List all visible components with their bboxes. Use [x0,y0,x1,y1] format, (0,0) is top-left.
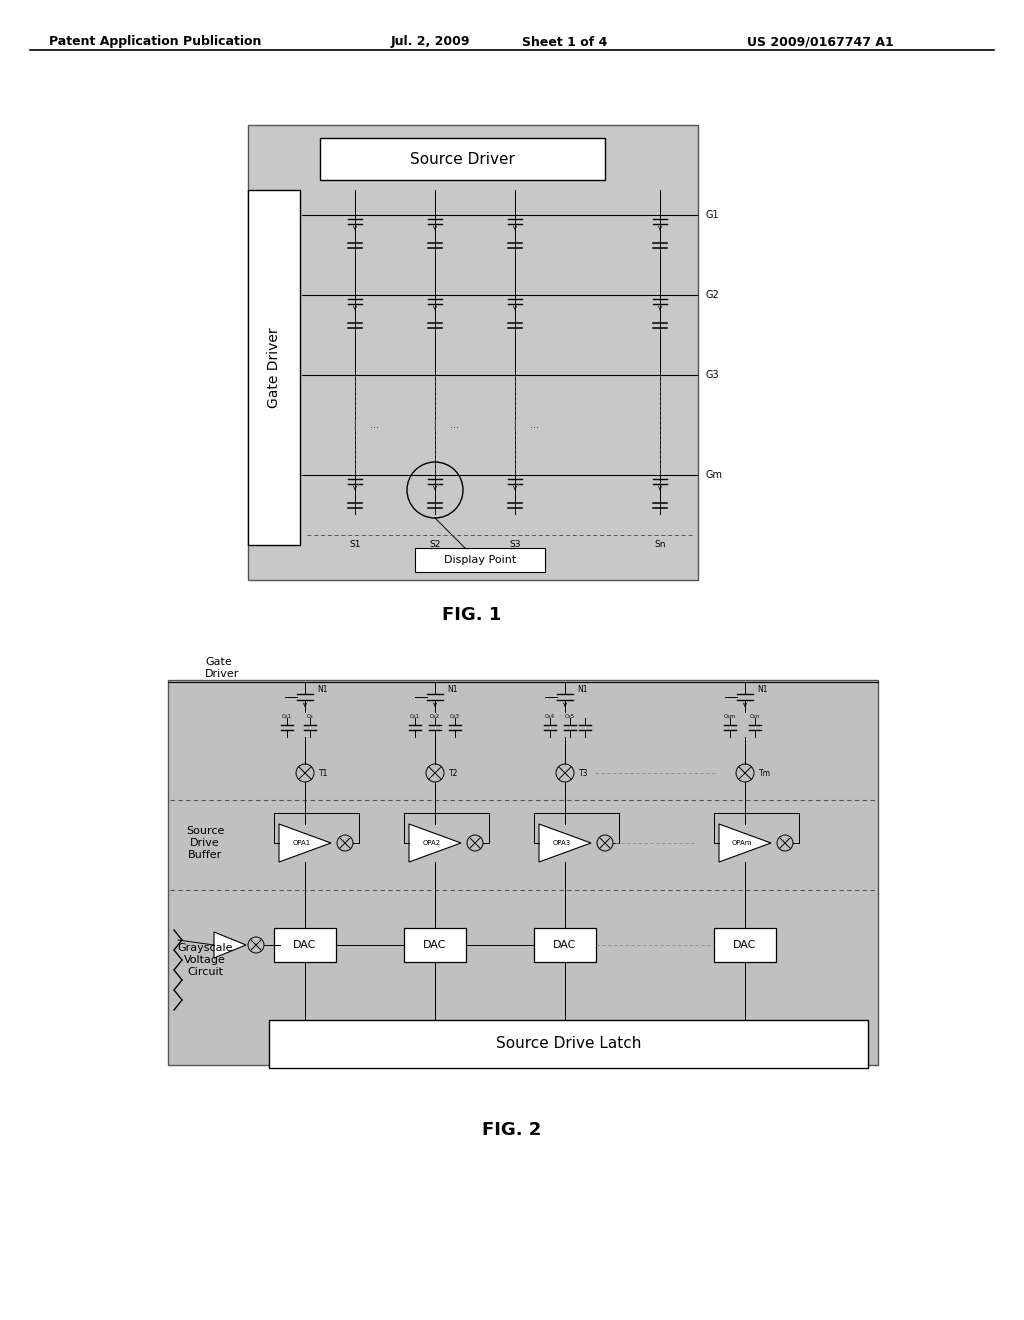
Bar [248,190,300,545]
Text: Cs4: Cs4 [545,714,555,719]
Text: G1: G1 [705,210,719,220]
Text: N1: N1 [317,685,328,694]
Text: G3: G3 [705,370,719,380]
Text: N1: N1 [577,685,588,694]
Text: DAC: DAC [733,940,757,950]
Text: Gate
Driver: Gate Driver [205,657,240,678]
Text: DAC: DAC [423,940,446,950]
Text: Sn: Sn [654,540,666,549]
Polygon shape [409,824,461,862]
Text: FIG. 2: FIG. 2 [482,1121,542,1139]
Text: DAC: DAC [553,940,577,950]
Text: :: : [513,418,517,432]
Polygon shape [539,824,591,862]
Bar [534,928,596,962]
Bar [248,125,698,579]
Text: Sheet 1 of 4: Sheet 1 of 4 [522,36,607,49]
Text: Jul. 2, 2009: Jul. 2, 2009 [390,36,470,49]
Bar [714,928,776,962]
Text: Source Drive Latch: Source Drive Latch [496,1036,641,1052]
Text: T3: T3 [579,768,589,777]
Text: Csn: Csn [750,714,760,719]
Text: Cs1: Cs1 [410,714,420,719]
Text: S2: S2 [429,540,440,549]
Text: Cs5: Cs5 [565,714,575,719]
Text: T1: T1 [319,768,329,777]
Text: Cs2: Cs2 [430,714,440,719]
Text: S3: S3 [509,540,521,549]
Bar [404,928,466,962]
Text: G2: G2 [705,290,719,300]
Polygon shape [214,932,246,958]
Bar [319,139,605,180]
Text: Gate Driver: Gate Driver [267,327,281,408]
Text: Source
Drive
Buffer: Source Drive Buffer [185,826,224,859]
Text: Cs3: Cs3 [450,714,460,719]
Text: T2: T2 [449,768,459,777]
Text: DAC: DAC [293,940,316,950]
Text: :: : [433,418,437,432]
Text: OPAm: OPAm [732,840,753,846]
Text: ...: ... [370,420,379,430]
Text: OPA3: OPA3 [553,840,571,846]
Text: N1: N1 [447,685,458,694]
Text: Tm: Tm [759,768,771,777]
Text: ...: ... [530,420,539,430]
Text: Csm: Csm [724,714,736,719]
Text: N1: N1 [757,685,768,694]
Text: Display Point: Display Point [443,554,516,565]
Text: Gm: Gm [705,470,722,480]
Bar [168,680,878,1065]
Text: OPA2: OPA2 [423,840,441,846]
Text: Cs: Cs [306,714,313,719]
Text: OPA1: OPA1 [293,840,311,846]
Text: FIG. 1: FIG. 1 [442,606,502,624]
Text: Source Driver: Source Driver [410,152,515,166]
Bar [415,548,545,572]
Polygon shape [279,824,331,862]
Bar [274,928,336,962]
Text: ...: ... [450,420,459,430]
Text: US 2009/0167747 A1: US 2009/0167747 A1 [746,36,893,49]
Text: Patent Application Publication: Patent Application Publication [49,36,261,49]
Text: Cs1: Cs1 [282,714,292,719]
Text: S1: S1 [349,540,360,549]
Bar [269,1020,868,1068]
Polygon shape [719,824,771,862]
Text: :: : [352,418,357,432]
Text: Grayscale
Voltage
Circuit: Grayscale Voltage Circuit [177,944,232,977]
